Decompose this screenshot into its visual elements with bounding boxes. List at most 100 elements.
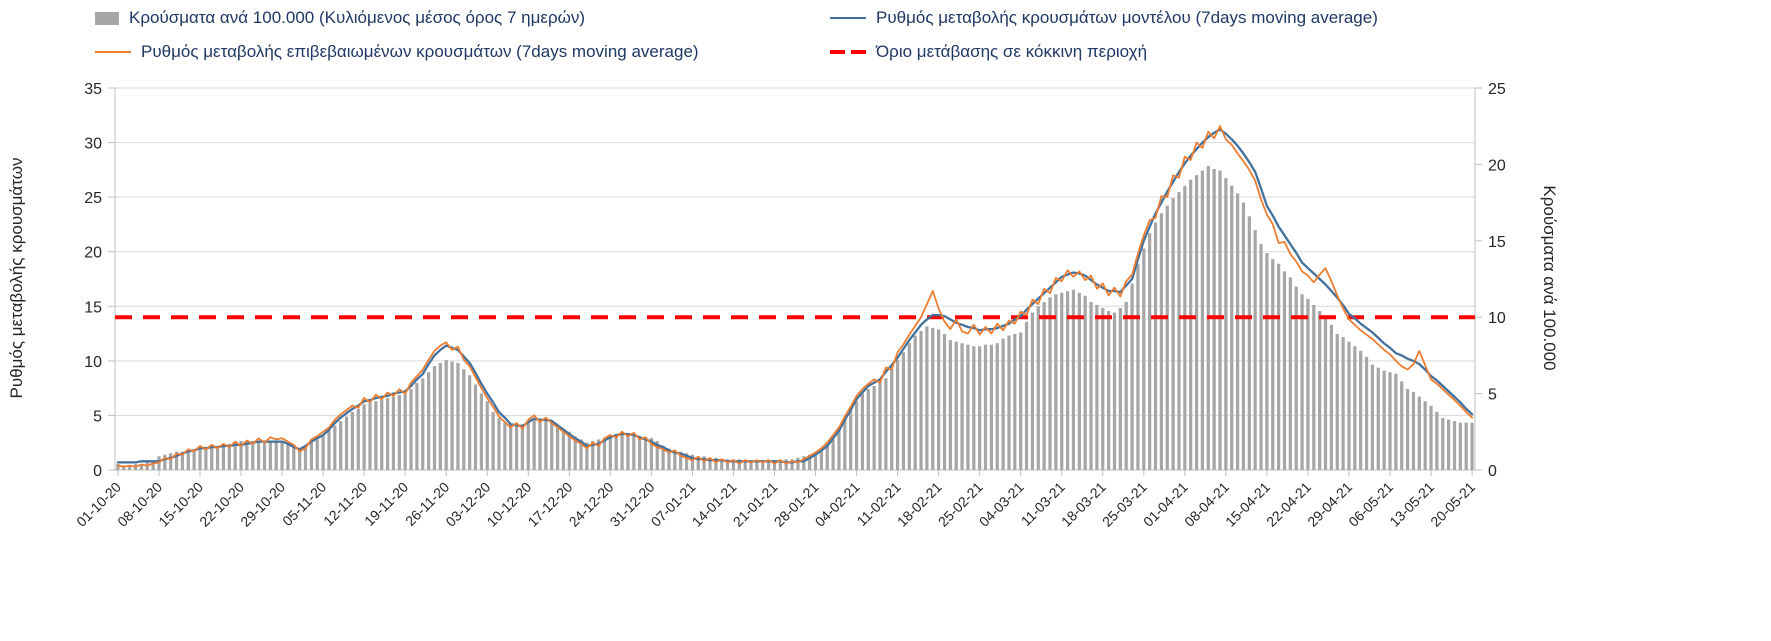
y-tick-label-right: 10 <box>1488 310 1506 327</box>
bar-series-swatch <box>95 11 119 25</box>
bar <box>620 434 624 470</box>
bar <box>210 447 214 470</box>
bar <box>872 385 876 470</box>
bar <box>550 422 554 470</box>
bar <box>491 411 495 470</box>
bar <box>526 421 530 470</box>
bar <box>1077 292 1081 470</box>
bar <box>1001 338 1005 470</box>
bar <box>989 344 993 470</box>
bar <box>860 393 865 470</box>
bar <box>948 340 952 470</box>
bar <box>339 421 343 470</box>
legend-label-model-rate: Ρυθμός μεταβολής κρουσμάτων μοντέλου (7d… <box>876 8 1378 27</box>
bar <box>1464 422 1468 470</box>
confirmed-line-swatch <box>95 51 131 53</box>
bar <box>602 437 607 470</box>
bar <box>315 439 319 470</box>
bar <box>286 444 290 470</box>
bar <box>890 369 894 470</box>
bar <box>913 335 917 470</box>
bar <box>825 444 829 470</box>
bar <box>573 436 577 470</box>
bar <box>772 460 777 470</box>
bar <box>192 450 196 470</box>
legend-item-cases-per-100k: Κρούσματα ανά 100.000 (Κυλιόμενος μέσος … <box>95 8 585 28</box>
bar <box>116 463 120 470</box>
bar <box>1294 286 1298 470</box>
bar <box>1159 213 1163 470</box>
bar <box>1447 419 1451 470</box>
bar <box>1065 291 1070 470</box>
bar <box>163 454 167 470</box>
bar <box>1124 301 1128 470</box>
bar <box>391 396 396 470</box>
bar <box>1429 405 1433 470</box>
bar <box>479 393 483 470</box>
bar <box>579 439 583 470</box>
bar <box>415 382 419 470</box>
bar <box>251 440 255 470</box>
bar <box>1253 230 1257 470</box>
right-axis-title: Κρούσματα ανά 100.000 <box>1540 185 1559 370</box>
bar <box>731 459 736 470</box>
bar <box>714 457 718 470</box>
bar <box>1382 370 1386 470</box>
bar <box>180 451 185 470</box>
bar <box>1048 297 1052 470</box>
bar <box>292 447 296 470</box>
bar <box>239 440 243 470</box>
bar <box>1030 312 1035 470</box>
bar <box>849 408 853 470</box>
bar <box>884 378 888 470</box>
bar <box>1376 367 1380 470</box>
bar <box>696 456 700 470</box>
bar <box>268 440 272 470</box>
legend-label-cases-per-100k: Κρούσματα ανά 100.000 (Κυλιόμενος μέσος … <box>129 8 586 27</box>
bar <box>737 459 741 470</box>
bar <box>503 422 507 470</box>
y-tick-label-right: 20 <box>1488 157 1506 174</box>
bar <box>1259 243 1263 470</box>
bar <box>690 454 695 470</box>
bar <box>1095 304 1099 470</box>
bar <box>608 436 612 470</box>
bar <box>468 375 472 470</box>
bar <box>1370 364 1375 470</box>
bar <box>1312 304 1316 470</box>
bar <box>1452 421 1457 470</box>
bar <box>667 448 671 470</box>
bar <box>1101 308 1105 470</box>
y-tick-label-left: 25 <box>84 190 102 207</box>
bar <box>444 359 448 470</box>
bar <box>790 459 794 470</box>
bar <box>151 460 155 470</box>
bar <box>374 401 378 470</box>
legend-label-red-zone-threshold: Όριο μετάβασης σε κόκκινη περιοχή <box>876 42 1148 61</box>
bar <box>257 440 261 470</box>
bar <box>679 451 683 470</box>
bar <box>983 344 988 470</box>
bar <box>1323 315 1328 470</box>
bar <box>327 430 331 470</box>
y-tick-label-left: 15 <box>84 299 102 316</box>
bar <box>638 436 642 470</box>
bar <box>473 384 478 470</box>
bar <box>227 444 231 470</box>
bar <box>1107 311 1111 470</box>
bar <box>1148 233 1152 470</box>
bar <box>350 411 355 470</box>
bar <box>298 448 302 470</box>
left-axis-title: Ρυθμός μεταβολής κρουσμάτων <box>7 158 26 399</box>
bar <box>122 465 126 470</box>
bar <box>1411 392 1416 470</box>
bar <box>497 418 501 470</box>
bar <box>1282 271 1287 470</box>
model-line <box>116 128 1474 464</box>
bar <box>614 434 618 470</box>
bar <box>632 436 636 470</box>
bar <box>597 439 601 470</box>
bar <box>362 404 366 470</box>
bar <box>937 329 941 470</box>
